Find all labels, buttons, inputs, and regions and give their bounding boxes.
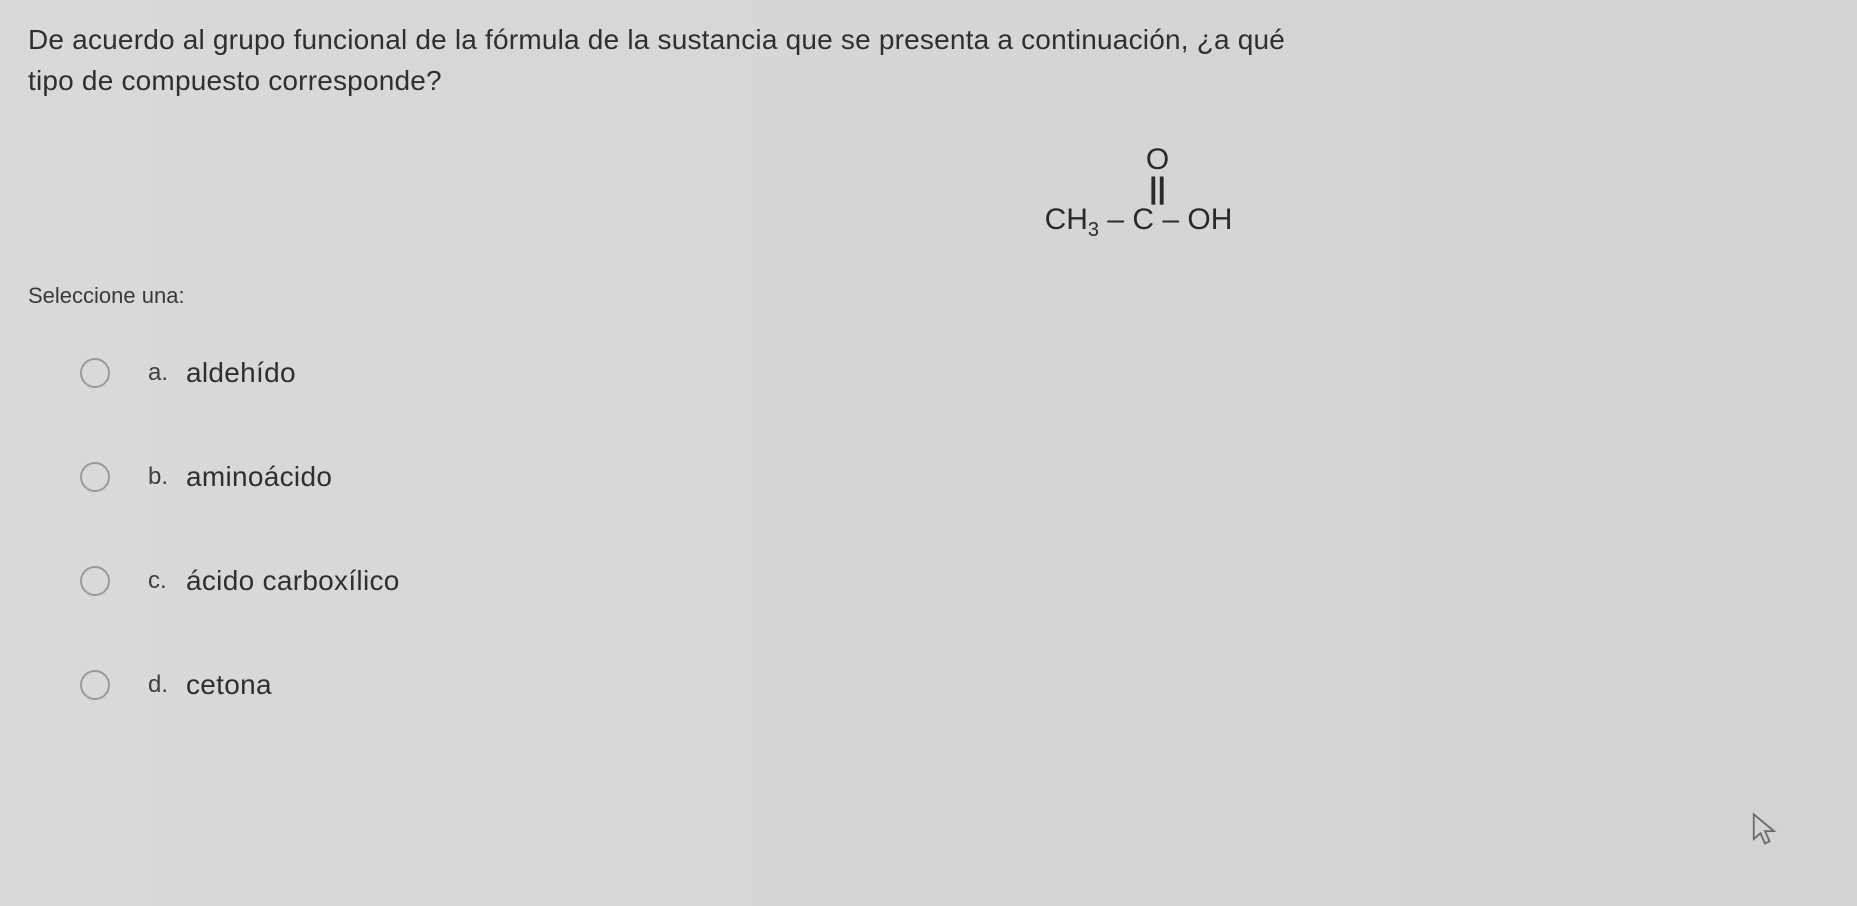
radio-c[interactable] xyxy=(80,566,110,596)
option-letter: b. xyxy=(148,463,172,491)
option-letter: d. xyxy=(148,671,172,699)
radio-d[interactable] xyxy=(80,670,110,700)
options-list: a. aldehído b. aminoácido c. ácido carbo… xyxy=(28,357,1829,701)
formula-double-bond: || xyxy=(1045,172,1233,205)
cursor-icon xyxy=(1751,812,1779,848)
formula-chain: CH3 – C – OH xyxy=(1045,203,1233,241)
option-text: aminoácido xyxy=(186,461,332,493)
option-letter: a. xyxy=(148,359,172,387)
option-text: ácido carboxílico xyxy=(186,565,400,597)
radio-b[interactable] xyxy=(80,462,110,492)
formula-area: O || CH3 – C – OH xyxy=(28,143,1829,241)
radio-a[interactable] xyxy=(80,358,110,388)
option-text: aldehído xyxy=(186,357,296,389)
option-c[interactable]: c. ácido carboxílico xyxy=(80,565,1829,597)
option-a[interactable]: a. aldehído xyxy=(80,357,1829,389)
question-line-2: tipo de compuesto corresponde? xyxy=(28,65,442,96)
option-text: cetona xyxy=(186,669,272,701)
option-letter: c. xyxy=(148,567,172,595)
option-d[interactable]: d. cetona xyxy=(80,669,1829,701)
question-text: De acuerdo al grupo funcional de la fórm… xyxy=(28,20,1829,101)
question-line-1: De acuerdo al grupo funcional de la fórm… xyxy=(28,24,1285,55)
option-b[interactable]: b. aminoácido xyxy=(80,461,1829,493)
chemical-formula: O || CH3 – C – OH xyxy=(1045,143,1233,241)
select-prompt: Seleccione una: xyxy=(28,283,1829,309)
